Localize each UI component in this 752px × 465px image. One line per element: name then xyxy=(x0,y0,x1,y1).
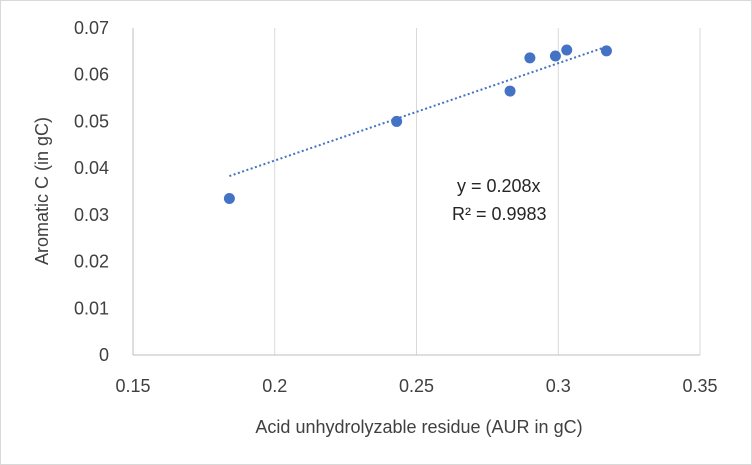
r-squared-label: R² = 0.9983 xyxy=(452,204,547,224)
data-point xyxy=(561,44,573,56)
y-tick-label: 0.04 xyxy=(74,158,109,178)
data-point xyxy=(504,85,516,97)
y-tick-label: 0 xyxy=(99,345,109,365)
y-tick-label: 0.01 xyxy=(74,298,109,318)
x-tick-label: 0.15 xyxy=(115,376,150,396)
y-tick-label: 0.03 xyxy=(74,205,109,225)
y-tick-label: 0.02 xyxy=(74,252,109,272)
data-point xyxy=(524,52,536,64)
data-points xyxy=(223,44,612,205)
tick-labels: 0.15 0.2 0.25 0.3 0.35 0 0.01 0.02 0.03 0.04 0.05 0… xyxy=(74,18,718,396)
axes xyxy=(132,28,700,356)
trendline-group xyxy=(229,45,607,178)
x-axis-title: Acid unhydrolyzable residue (AUR in gC) xyxy=(255,417,582,437)
data-point xyxy=(223,193,235,205)
x-tick-label: 0.3 xyxy=(546,376,571,396)
y-tick-label: 0.07 xyxy=(74,18,109,38)
data-point xyxy=(549,50,561,62)
trendline xyxy=(229,45,607,178)
gridlines xyxy=(274,28,701,355)
y-tick-label: 0.06 xyxy=(74,65,109,85)
y-axis-title: Aromatic C (in gC) xyxy=(32,117,52,265)
data-point xyxy=(391,115,403,127)
data-point xyxy=(600,45,612,57)
y-tick-label: 0.05 xyxy=(74,111,109,131)
x-tick-label: 0.2 xyxy=(262,376,287,396)
x-tick-label: 0.25 xyxy=(399,376,434,396)
trendline-equation: y = 0.208x xyxy=(457,176,541,196)
x-tick-label: 0.35 xyxy=(682,376,717,396)
